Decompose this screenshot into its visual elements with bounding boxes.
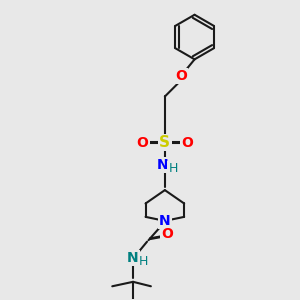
- Text: H: H: [169, 162, 178, 175]
- Text: O: O: [161, 227, 173, 241]
- Text: N: N: [127, 251, 139, 265]
- Text: S: S: [159, 135, 170, 150]
- Text: N: N: [159, 214, 171, 228]
- Text: N: N: [157, 158, 168, 172]
- Text: O: O: [175, 69, 187, 83]
- Text: H: H: [139, 255, 148, 268]
- Text: O: O: [136, 136, 148, 150]
- Text: O: O: [181, 136, 193, 150]
